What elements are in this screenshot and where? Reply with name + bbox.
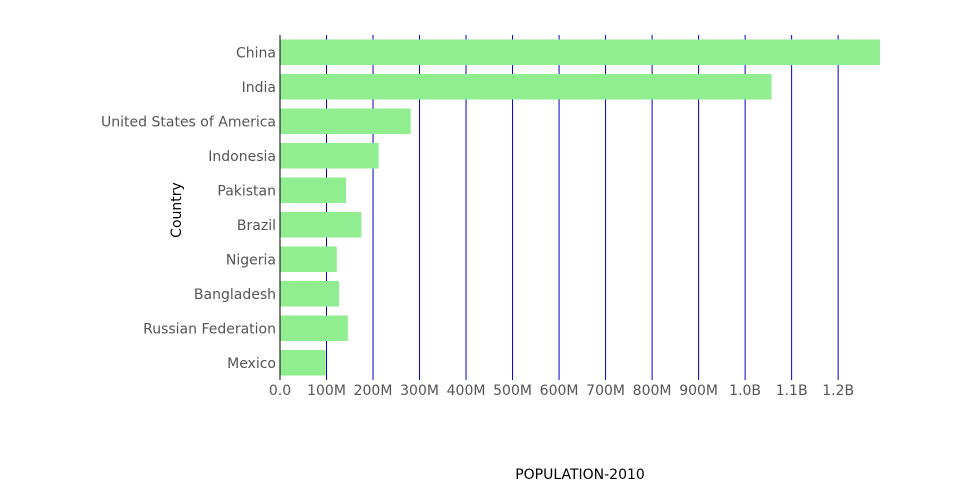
y-tick-label-7: Bangladesh xyxy=(194,287,276,303)
y-tick-labels: China India United States of America Indone… xyxy=(101,45,276,372)
x-tick-label-12: 1.2B xyxy=(822,383,854,399)
y-tick-label-1: India xyxy=(242,80,276,96)
y-tick-label-0: China xyxy=(236,45,276,61)
x-tick-label-7: 700M xyxy=(586,383,625,399)
bars xyxy=(280,39,880,376)
x-tick-label-10: 1.0B xyxy=(729,383,761,399)
y-tick-label-4: Pakistan xyxy=(217,183,276,199)
bar-8 xyxy=(280,315,348,342)
bar-1 xyxy=(280,73,772,100)
bar-0 xyxy=(280,39,880,66)
y-tick-label-3: Indonesia xyxy=(208,149,276,165)
y-axis-title: Country xyxy=(169,182,185,238)
x-tick-label-11: 1.1B xyxy=(776,383,808,399)
x-tick-label-3: 300M xyxy=(400,383,439,399)
x-tick-label-6: 600M xyxy=(540,383,579,399)
x-tick-label-0: 0.0 xyxy=(269,383,291,399)
bar-6 xyxy=(280,246,337,273)
bar-3 xyxy=(280,142,379,169)
x-tick-label-2: 200M xyxy=(354,383,393,399)
y-tick-label-6: Nigeria xyxy=(226,252,276,268)
x-tick-label-1: 100M xyxy=(307,383,346,399)
y-tick-label-8: Russian Federation xyxy=(143,321,276,337)
bar-7 xyxy=(280,280,340,307)
y-tick-label-5: Brazil xyxy=(237,218,276,234)
x-tick-label-8: 800M xyxy=(633,383,672,399)
bar-5 xyxy=(280,211,362,238)
y-tick-label-2: United States of America xyxy=(101,114,276,130)
bar-9 xyxy=(280,349,326,376)
x-tick-label-4: 400M xyxy=(447,383,486,399)
x-tick-label-5: 500M xyxy=(493,383,532,399)
x-tick-label-9: 900M xyxy=(679,383,718,399)
bar-2 xyxy=(280,108,411,135)
bar-4 xyxy=(280,177,347,204)
y-tick-label-9: Mexico xyxy=(227,356,276,372)
x-tick-labels: 0.0 100M 200M 300M 400M 500M 600M 700M 800M 900M 1… xyxy=(269,383,854,399)
x-axis-title: POPULATION-2010 xyxy=(515,467,645,483)
